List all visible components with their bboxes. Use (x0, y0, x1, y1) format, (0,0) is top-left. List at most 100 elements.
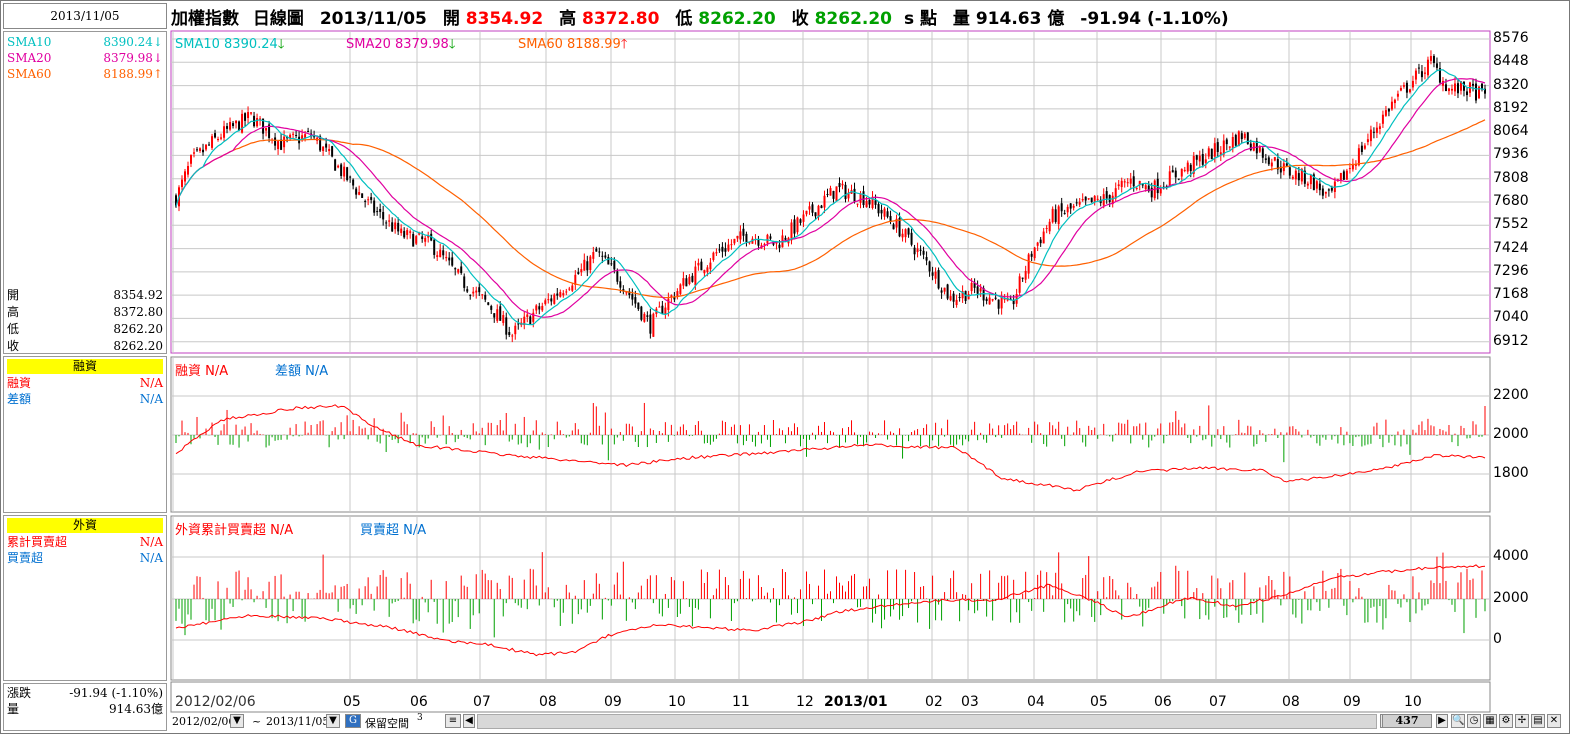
candle-body (1171, 170, 1174, 173)
price-tick-5: 7936 (1493, 146, 1529, 163)
candle-body (958, 296, 961, 298)
settings-icon[interactable]: ⚙ (1499, 714, 1513, 728)
price-tick-8: 7552 (1493, 216, 1529, 233)
candle-body (1027, 254, 1030, 274)
candle-body (1321, 188, 1324, 196)
candle-body (784, 237, 787, 240)
candle-body (1441, 80, 1444, 86)
x-label-2: 06 (410, 694, 428, 710)
candle-body (247, 112, 250, 119)
start-date-dropdown[interactable]: ▼ (230, 714, 244, 728)
candle-body (619, 281, 622, 288)
candle-body (928, 261, 931, 272)
candle-body (1438, 68, 1441, 83)
candle-body (904, 229, 907, 238)
price-tick-2: 8320 (1493, 76, 1529, 93)
candle-body (685, 278, 688, 287)
candle-body (496, 309, 499, 321)
header-high: 8372.80 (582, 9, 660, 29)
candle-body (1372, 131, 1375, 133)
list-icon[interactable]: ≡ (445, 714, 461, 728)
sidebar-ohlc-2-label: 低 (7, 322, 20, 336)
price-panel (170, 30, 1491, 354)
scroll-left-button[interactable]: ◀ (463, 714, 475, 728)
candle-body (1484, 88, 1486, 94)
candle-body (820, 205, 823, 209)
candle-body (400, 228, 403, 234)
candle-body (541, 305, 544, 311)
end-date-dropdown[interactable]: ▼ (326, 714, 340, 728)
sidebar-ohlc-0-label: 開 (7, 288, 20, 302)
bar-count[interactable]: 437 (1382, 714, 1432, 728)
x-label-14: 06 (1154, 694, 1172, 710)
sidebar-sma-2-value: 8188.99↑ (103, 67, 163, 81)
candle-body (580, 269, 583, 273)
header-date: 2013/11/05 (319, 9, 427, 29)
candle-body (1273, 157, 1276, 161)
sidebar-ohlc-1-value: 8372.80 (113, 305, 163, 319)
candle-body (934, 271, 937, 279)
candle-body (1186, 162, 1189, 172)
sidebar-foreign-1: 買賣超 N/A (7, 551, 163, 566)
sidebar-sma-1-value: 8379.98↓ (103, 51, 163, 65)
candle-body (376, 211, 379, 213)
header-close: 8262.20 (814, 9, 893, 29)
candle-body (424, 237, 427, 242)
sidebar-margin-1: 差額 N/A (7, 392, 163, 407)
candle-body (643, 313, 646, 322)
candle-body (997, 299, 1000, 309)
candle-body (700, 261, 703, 271)
price-tick-13: 6912 (1493, 332, 1529, 349)
candle-body (601, 255, 604, 257)
candle-body (301, 135, 304, 141)
candle-body (463, 276, 466, 288)
candle-body (766, 234, 769, 244)
candle-body (577, 272, 580, 274)
candle-body (775, 241, 778, 244)
crosshair-icon[interactable]: ✢ (1515, 714, 1529, 728)
candle-body (1327, 189, 1330, 191)
calendar-icon[interactable]: ▦ (1483, 714, 1497, 728)
candle-body (883, 208, 886, 217)
clock-icon[interactable]: ◷ (1467, 714, 1481, 728)
close-icon[interactable]: ✕ (1547, 714, 1561, 728)
candle-body (1480, 83, 1483, 90)
candle-body (535, 305, 538, 311)
candle-body (421, 236, 424, 240)
candle-body (1201, 154, 1204, 165)
candle-body (505, 317, 508, 335)
horizontal-scrollbar[interactable] (477, 714, 1377, 729)
candle-body (880, 209, 883, 214)
header-low: 8262.20 (698, 9, 776, 29)
candle-body (910, 232, 913, 245)
candle-body (202, 149, 205, 153)
candle-body (931, 272, 934, 276)
x-label-3: 07 (473, 694, 491, 710)
sidebar-ohlc-0-value: 8354.92 (113, 288, 163, 302)
candle-body (1132, 176, 1135, 187)
candle-body (1354, 164, 1357, 166)
candle-body (1120, 180, 1123, 188)
candle-body (1363, 145, 1366, 149)
price-tick-3: 8192 (1493, 99, 1529, 116)
count-right-button[interactable]: ▶ (1436, 714, 1448, 728)
print-icon[interactable]: ▤ (1531, 714, 1545, 728)
candle-body (526, 314, 529, 317)
candle-body (547, 299, 550, 301)
candle-body (568, 288, 571, 290)
candle-body (1267, 157, 1270, 165)
candle-body (238, 121, 241, 131)
candle-body (193, 152, 196, 154)
goto-icon[interactable]: G (345, 714, 361, 728)
zoom-in-icon[interactable]: 🔍 (1451, 714, 1465, 728)
candle-body (1381, 114, 1384, 124)
candle-body (1045, 228, 1048, 230)
candle-body (892, 224, 895, 230)
candle-body (694, 266, 697, 286)
candle-body (217, 138, 220, 140)
range-tilde: ~ (252, 715, 262, 728)
candle-body (1192, 155, 1195, 174)
candle-body (1252, 143, 1255, 151)
candle-body (343, 166, 346, 177)
